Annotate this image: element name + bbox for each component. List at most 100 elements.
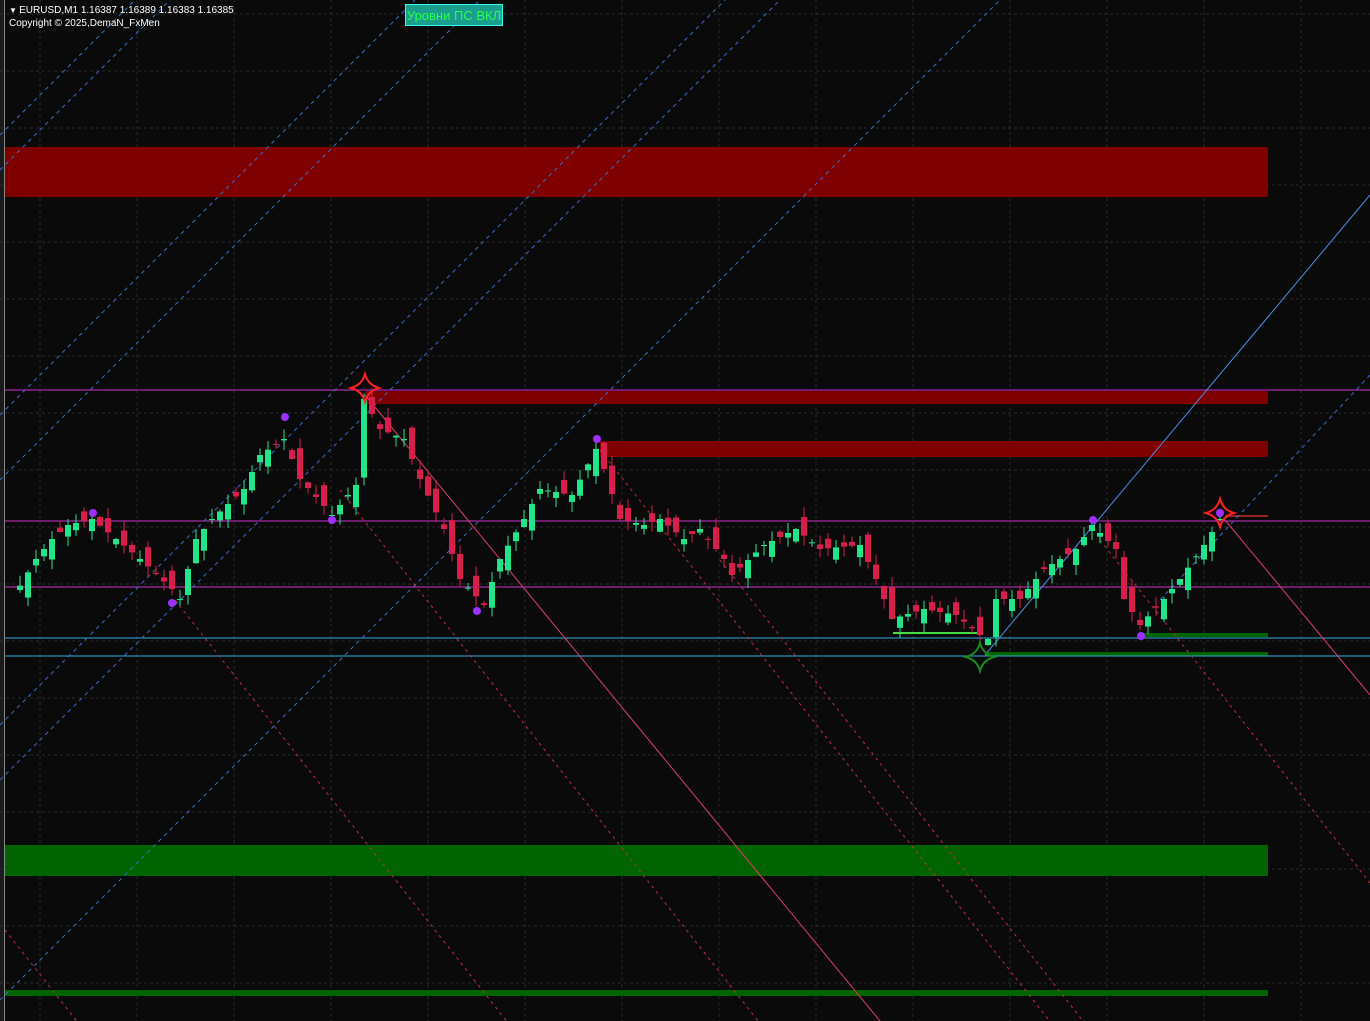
- support-zone: [985, 652, 1268, 656]
- bear-candle: [1121, 557, 1127, 599]
- bull-candle: [361, 399, 367, 478]
- bull-candle: [545, 490, 551, 492]
- bear-candle: [369, 396, 375, 414]
- bull-candle: [65, 525, 71, 537]
- trend-channel-line: [339, 489, 759, 1021]
- bull-candle: [1201, 545, 1207, 560]
- bear-candle: [1153, 606, 1159, 608]
- triangle-down-icon[interactable]: ▼: [9, 6, 20, 15]
- bear-candle: [1137, 619, 1143, 625]
- pivot-dot: [168, 599, 176, 607]
- bull-candle: [577, 479, 583, 496]
- bull-candle: [329, 515, 335, 516]
- pivot-dot: [1089, 516, 1097, 524]
- trend-line: [984, 194, 1370, 656]
- bear-candle: [961, 619, 967, 622]
- bull-candle: [73, 523, 79, 531]
- bear-candle: [913, 604, 919, 612]
- bull-candle: [761, 545, 767, 547]
- bear-candle: [273, 443, 279, 445]
- bull-candle: [1097, 533, 1103, 537]
- chart-left-border: [0, 0, 5, 1021]
- bear-candle: [673, 517, 679, 533]
- bear-candle: [97, 517, 103, 526]
- support-zone: [1140, 633, 1268, 637]
- bull-candle: [633, 523, 639, 525]
- bear-candle: [977, 616, 983, 635]
- pivot-dot: [1137, 632, 1145, 640]
- bull-candle: [393, 435, 399, 438]
- bear-candle: [881, 586, 887, 599]
- star-marker-icon: [347, 370, 383, 406]
- bear-candle: [433, 488, 439, 513]
- bear-candle: [561, 480, 567, 494]
- bull-candle: [833, 547, 839, 560]
- bull-candle: [553, 492, 559, 499]
- bull-candle: [1185, 567, 1191, 591]
- bull-candle: [489, 582, 495, 608]
- bear-candle: [81, 511, 87, 521]
- pivot-dot: [1216, 509, 1224, 517]
- bear-candle: [649, 513, 655, 522]
- bear-candle: [57, 527, 63, 532]
- support-zone: [5, 845, 1268, 876]
- bear-candle: [817, 544, 823, 549]
- trend-channel-line: [0, 0, 416, 416]
- bull-candle: [249, 472, 255, 491]
- bear-candle: [665, 517, 671, 526]
- bull-candle: [1177, 579, 1183, 585]
- bull-candle: [657, 519, 663, 532]
- bull-candle: [857, 545, 863, 558]
- bull-candle: [241, 489, 247, 505]
- bull-candle: [113, 539, 119, 545]
- bear-candle: [873, 564, 879, 579]
- pivot-dot: [473, 607, 481, 615]
- bear-candle: [169, 570, 175, 589]
- pivot-dot: [89, 509, 97, 517]
- bear-candle: [153, 572, 159, 574]
- bear-candle: [953, 602, 959, 615]
- bear-candle: [1105, 523, 1111, 541]
- bear-candle: [105, 518, 111, 533]
- levels-toggle-button[interactable]: Уровни ПС ВКЛ: [405, 4, 503, 26]
- bear-candle: [737, 563, 743, 568]
- bull-candle: [785, 533, 791, 538]
- bull-candle: [697, 529, 703, 533]
- bull-candle: [1217, 519, 1223, 521]
- bull-candle: [89, 519, 95, 532]
- bull-candle: [257, 455, 263, 463]
- bear-candle: [457, 553, 463, 579]
- bull-candle: [401, 439, 407, 441]
- bull-candle: [793, 529, 799, 542]
- bear-candle: [689, 531, 695, 534]
- bear-candle: [1001, 591, 1007, 599]
- bear-candle: [929, 602, 935, 611]
- bear-candle: [321, 485, 327, 506]
- bull-candle: [1081, 537, 1087, 546]
- bull-candle: [993, 599, 999, 638]
- bear-candle: [937, 607, 943, 612]
- bear-candle: [777, 531, 783, 537]
- bull-candle: [201, 529, 207, 551]
- bear-candle: [377, 424, 383, 429]
- trend-channel-line: [0, 0, 1001, 1001]
- bull-candle: [905, 614, 911, 617]
- bear-candle: [721, 554, 727, 559]
- bear-candle: [473, 575, 479, 597]
- bull-candle: [1209, 532, 1215, 552]
- bear-candle: [305, 482, 311, 488]
- bull-candle: [1049, 564, 1055, 576]
- bear-candle: [297, 448, 303, 479]
- bear-candle: [713, 527, 719, 549]
- support-zone: [5, 990, 1268, 996]
- trend-channel-line: [4, 929, 78, 1021]
- bull-candle: [185, 569, 191, 596]
- bull-candle: [593, 449, 599, 477]
- bull-candle: [921, 609, 927, 624]
- trend-channel-line: [719, 559, 1084, 1021]
- bull-candle: [193, 539, 199, 564]
- bull-candle: [137, 559, 143, 562]
- bull-candle: [209, 519, 215, 520]
- trend-channel-line: [0, 0, 726, 726]
